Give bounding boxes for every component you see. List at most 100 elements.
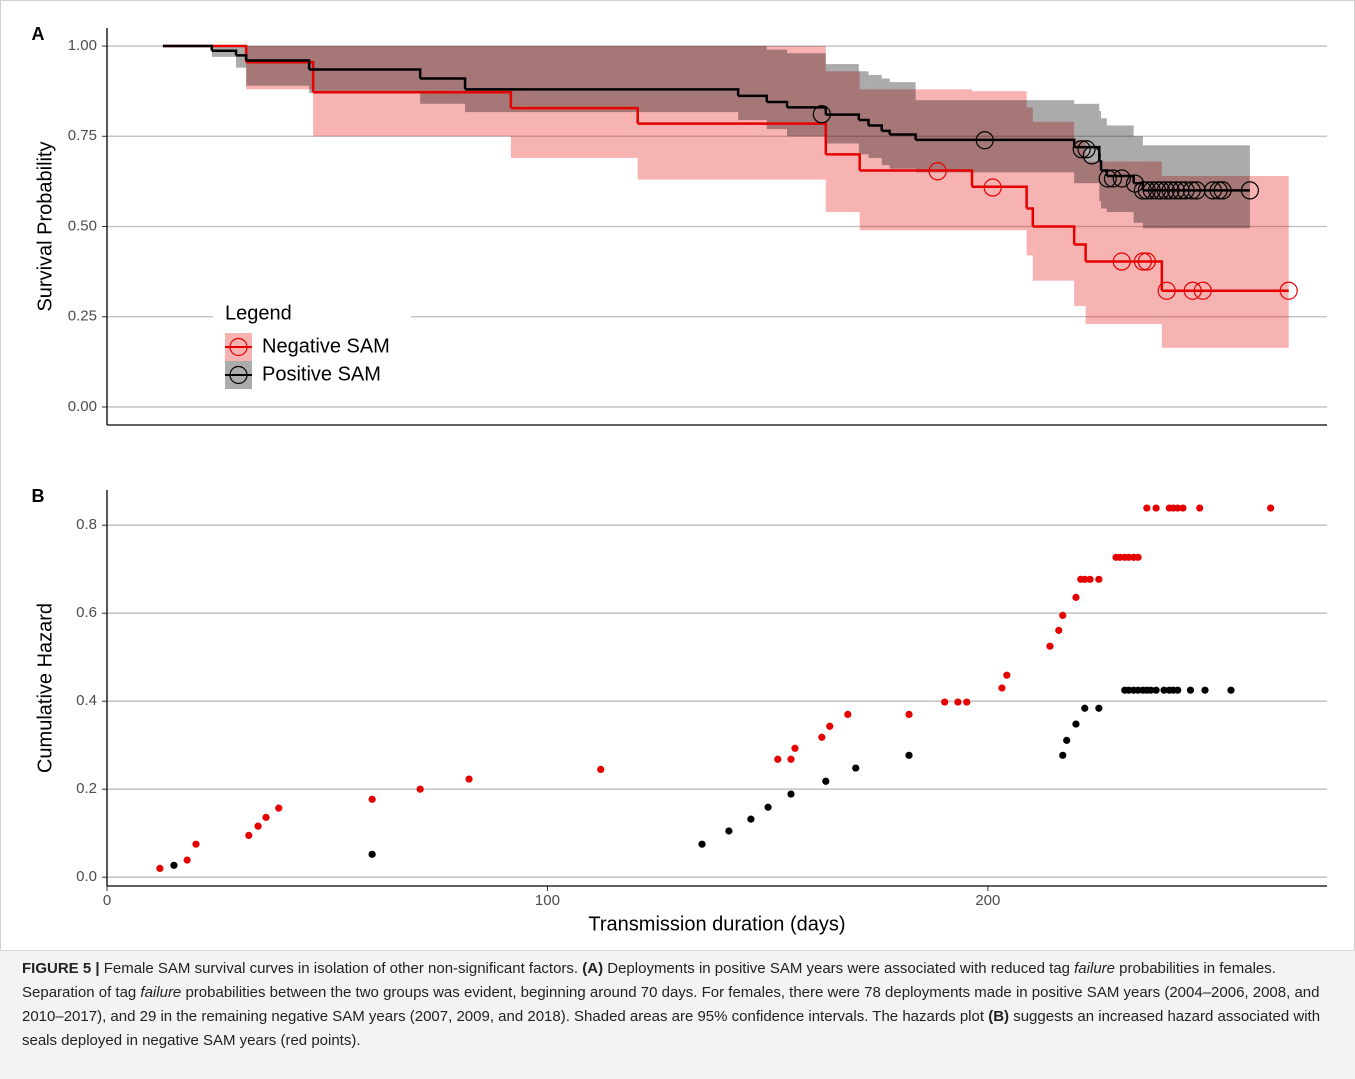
survival-step — [868, 124, 883, 131]
censor-mark — [1156, 181, 1175, 200]
point — [1046, 642, 1054, 650]
censor-mark — [1157, 281, 1176, 300]
point — [1095, 704, 1103, 712]
point — [597, 765, 605, 774]
survival-step — [246, 59, 311, 70]
censor-mark — [1103, 169, 1123, 188]
confidence-band — [858, 71, 869, 155]
panel-label: A — [32, 24, 45, 44]
censor-mark — [975, 131, 994, 150]
point — [787, 755, 795, 763]
point — [262, 813, 270, 821]
confidence-band — [246, 46, 314, 90]
survival-step — [825, 113, 861, 121]
panel-label: B — [32, 486, 45, 506]
point — [1095, 575, 1103, 583]
confidence-band — [420, 46, 466, 104]
censor-mark — [1203, 181, 1223, 200]
survival-step — [1074, 243, 1087, 262]
point — [183, 856, 191, 864]
y-tick-label: 0.50 — [68, 217, 97, 234]
censor-mark — [1133, 181, 1152, 200]
point — [1201, 686, 1209, 694]
confidence-band — [825, 64, 859, 144]
survival-step — [162, 44, 214, 51]
caption-run: suggests an increased hazard associated … — [22, 1008, 1321, 1049]
y-tick-label: 0.0 — [76, 868, 97, 885]
y-tick-label: 1.00 — [68, 37, 97, 54]
censor-mark — [1077, 140, 1096, 159]
confidence-band — [915, 100, 1075, 173]
confidence-band — [1142, 145, 1250, 229]
legend-key-marker — [229, 337, 248, 357]
confidence-band — [1074, 103, 1100, 184]
point — [764, 803, 772, 811]
point — [368, 850, 376, 858]
legend-label: Positive SAM — [262, 363, 381, 385]
point — [1134, 553, 1142, 561]
caption-run: (A) — [582, 960, 604, 977]
confidence-band — [766, 49, 788, 130]
survival-step — [766, 100, 789, 108]
confidence-band — [1032, 121, 1075, 281]
confidence-band — [637, 46, 826, 180]
confidence-band — [889, 82, 916, 169]
censor-mark — [812, 105, 831, 124]
confidence-band — [1133, 136, 1143, 223]
confidence-band — [1106, 125, 1134, 213]
censor-mark — [1240, 181, 1260, 200]
survival-step — [1032, 225, 1076, 245]
point — [1267, 504, 1275, 512]
bands — [211, 46, 1289, 348]
point — [1081, 575, 1089, 583]
censor-mark — [1166, 181, 1186, 200]
confidence-band — [859, 89, 973, 231]
point — [1152, 504, 1160, 512]
point — [1059, 611, 1067, 620]
survival-step — [420, 77, 467, 90]
y-tick-label: 0.2 — [76, 780, 97, 797]
survival-step — [1099, 160, 1103, 171]
censor-mark — [928, 162, 947, 181]
confidence-band — [868, 74, 882, 158]
y-tick-label: 0.6 — [76, 604, 97, 621]
censor-mark — [1213, 181, 1232, 200]
censor-mark — [1137, 252, 1156, 271]
confidence-band — [881, 78, 890, 166]
point — [747, 815, 755, 823]
x-axis-label: Transmission duration (days) — [588, 913, 845, 935]
point — [1003, 671, 1011, 679]
caption-run: FIGURE 5 | — [22, 960, 100, 977]
censor-mark — [983, 178, 1002, 197]
caption-run: failure — [1074, 960, 1115, 977]
censor-mark — [1072, 140, 1091, 159]
censor-mark — [1112, 169, 1131, 188]
censor-mark — [1176, 181, 1195, 200]
censor-mark — [1161, 181, 1180, 200]
survival-step — [465, 88, 740, 96]
y-tick-label: 0.75 — [68, 127, 97, 144]
censor-mark — [1151, 181, 1171, 200]
point — [156, 864, 164, 873]
confidence-band — [246, 46, 310, 86]
legend-key-marker — [229, 365, 248, 385]
point — [1196, 504, 1204, 512]
caption-run: (B) — [988, 1008, 1010, 1025]
point — [941, 698, 949, 706]
y-tick-label: 0.25 — [68, 308, 97, 325]
point — [1086, 575, 1094, 583]
censor-mark — [1171, 181, 1190, 200]
survival-step — [1026, 207, 1035, 227]
censor-mark — [1183, 281, 1202, 300]
point — [791, 744, 799, 752]
point — [1186, 686, 1195, 694]
point — [905, 710, 913, 719]
confidence-band — [1161, 175, 1289, 348]
point — [774, 755, 782, 763]
point — [826, 722, 834, 730]
x-tick-label: 0 — [103, 892, 111, 909]
point — [1072, 593, 1080, 601]
survival-step — [309, 68, 422, 79]
survival-step — [510, 106, 639, 124]
point — [368, 795, 376, 803]
